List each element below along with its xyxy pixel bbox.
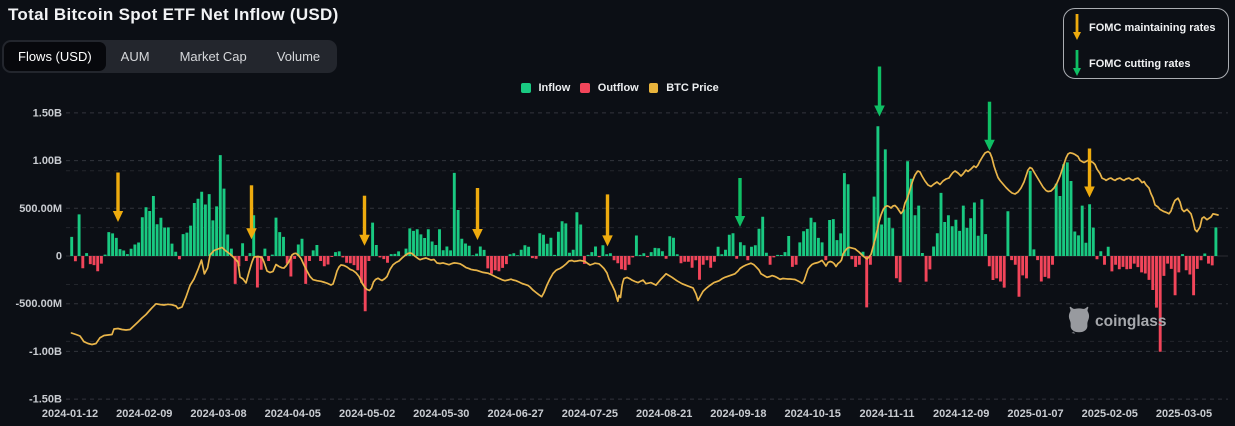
svg-text:2024-04-05: 2024-04-05 [265,408,321,420]
svg-text:-1.00B: -1.00B [29,346,62,358]
svg-text:2024-03-08: 2024-03-08 [190,408,246,420]
svg-text:2024-12-09: 2024-12-09 [933,408,989,420]
svg-text:2025-01-07: 2025-01-07 [1007,408,1063,420]
svg-text:2024-01-12: 2024-01-12 [42,408,98,420]
svg-text:0: 0 [56,251,62,263]
svg-text:2024-05-30: 2024-05-30 [413,408,469,420]
svg-text:-1.50B: -1.50B [29,394,62,406]
svg-text:coinglass: coinglass [1095,313,1167,330]
svg-text:2024-07-25: 2024-07-25 [562,408,618,420]
svg-text:2024-05-02: 2024-05-02 [339,408,395,420]
svg-text:1.50B: 1.50B [33,107,62,119]
svg-text:2024-11-11: 2024-11-11 [859,408,914,420]
svg-text:-500.00M: -500.00M [16,298,62,310]
svg-text:500.00M: 500.00M [19,203,62,215]
svg-text:2024-02-09: 2024-02-09 [116,408,172,420]
svg-text:2024-10-15: 2024-10-15 [785,408,841,420]
svg-text:1.00B: 1.00B [33,155,62,167]
svg-text:2024-09-18: 2024-09-18 [710,408,766,420]
svg-text:2025-03-05: 2025-03-05 [1156,408,1212,420]
svg-text:2024-08-21: 2024-08-21 [636,408,692,420]
svg-text:2025-02-05: 2025-02-05 [1082,408,1138,420]
svg-text:2024-06-27: 2024-06-27 [487,408,543,420]
